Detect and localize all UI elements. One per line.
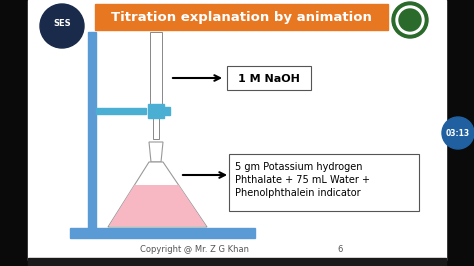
FancyBboxPatch shape <box>227 66 311 90</box>
Circle shape <box>442 117 474 149</box>
Text: 1 M NaOH: 1 M NaOH <box>238 74 300 84</box>
Text: SES: SES <box>53 19 71 28</box>
Bar <box>95 4 388 30</box>
Circle shape <box>399 9 421 31</box>
Bar <box>28 0 446 260</box>
Bar <box>446 0 474 266</box>
Bar <box>70 228 255 238</box>
Bar <box>96 108 146 114</box>
Text: 5 gm Potassium hydrogen: 5 gm Potassium hydrogen <box>235 162 363 172</box>
Text: Copyright @ Mr. Z G Khan: Copyright @ Mr. Z G Khan <box>140 246 249 255</box>
Text: Phenolphthalein indicator: Phenolphthalein indicator <box>235 188 361 198</box>
Polygon shape <box>149 142 163 162</box>
FancyBboxPatch shape <box>229 154 419 211</box>
Text: 6: 6 <box>337 246 343 255</box>
Bar <box>28 258 446 266</box>
Polygon shape <box>109 185 206 226</box>
Circle shape <box>40 4 84 48</box>
Bar <box>150 32 162 107</box>
Bar <box>148 104 164 118</box>
Bar <box>88 32 96 230</box>
Polygon shape <box>108 162 207 227</box>
Bar <box>0 0 28 266</box>
Text: 03:13: 03:13 <box>446 128 470 138</box>
Circle shape <box>396 6 424 34</box>
Text: Phthalate + 75 mL Water +: Phthalate + 75 mL Water + <box>235 175 370 185</box>
Bar <box>164 107 170 115</box>
Text: Titration explanation by animation: Titration explanation by animation <box>110 11 372 24</box>
Bar <box>153 107 159 139</box>
Circle shape <box>392 2 428 38</box>
